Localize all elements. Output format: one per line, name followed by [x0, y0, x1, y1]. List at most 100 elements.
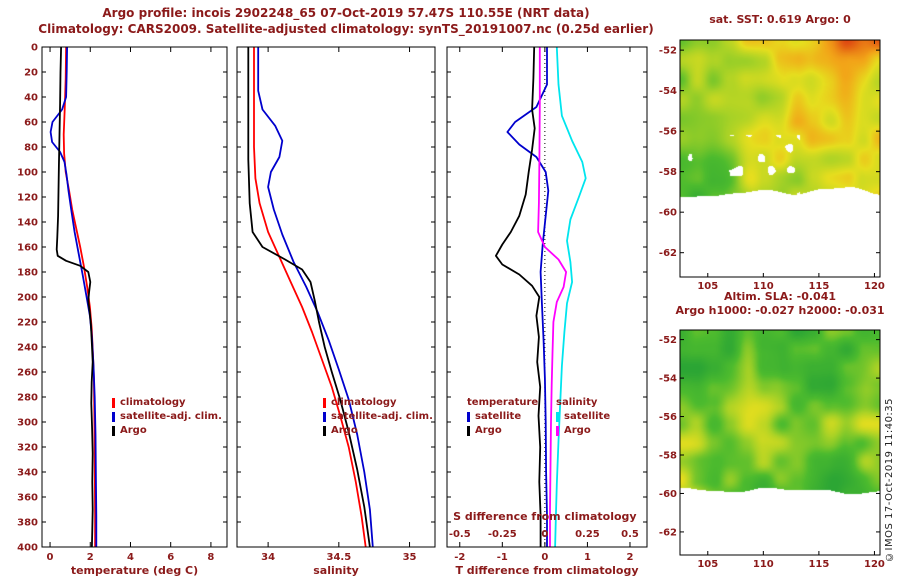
x-tick-label: 6 — [167, 552, 174, 563]
x-axis-label: salinity — [313, 564, 359, 577]
y-tick-label: 380 — [17, 518, 38, 529]
legend-label: Argo — [564, 425, 591, 436]
x-tick-label: 1 — [584, 552, 591, 563]
y-tick-label: 180 — [17, 268, 38, 279]
s-axis-tick-label: 0.5 — [621, 529, 639, 540]
y-tick-label: 400 — [17, 543, 38, 554]
legend-entry: satellite — [556, 410, 610, 424]
lon-tick-label: 105 — [697, 559, 718, 570]
legend-entry: Argo — [556, 424, 610, 438]
series-argo — [55, 46, 94, 548]
legend-entry: satellite-adj. clim. — [323, 410, 433, 424]
lon-tick-label: 120 — [864, 281, 885, 292]
x-tick-label: -1 — [497, 552, 508, 563]
y-tick-label: 340 — [17, 468, 38, 479]
plot-box — [446, 46, 648, 548]
legend-label: climatology — [331, 397, 397, 408]
lat-tick-label: -56 — [659, 412, 677, 423]
legend-marker — [323, 426, 326, 436]
lat-tick-label: -54 — [659, 86, 677, 97]
legend-label: Argo — [120, 425, 147, 436]
lon-tick-label: 120 — [864, 559, 885, 570]
lat-tick-label: -62 — [659, 527, 677, 538]
y-tick-label: 300 — [17, 418, 38, 429]
legend-label: satellite — [475, 411, 522, 422]
y-tick-label: 80 — [24, 143, 38, 154]
legend: climatology satellite-adj. clim. Argo — [323, 396, 433, 438]
salinity-panel: 34 34.5 35 salinity — [236, 46, 436, 577]
lat-tick-label: -60 — [659, 489, 677, 500]
lat-tick-label: -52 — [659, 46, 677, 57]
y-tick-label: 240 — [17, 343, 38, 354]
lat-tick-label: -52 — [659, 335, 677, 346]
series-argo — [247, 47, 371, 548]
lon-tick-label: 115 — [808, 281, 829, 292]
legend-label: Argo — [475, 425, 502, 436]
legend-marker — [112, 398, 115, 408]
x-tick-label: 8 — [207, 552, 214, 563]
lat-tick-label: -56 — [659, 127, 677, 138]
legend-marker — [467, 412, 470, 422]
legend-label: climatology — [120, 397, 186, 408]
series-salinity-argo — [537, 47, 567, 547]
legend-label: Argo — [331, 425, 358, 436]
figure-title-line2: Climatology: CARS2009. Satellite-adjuste… — [38, 22, 654, 36]
sst-map-canvas — [680, 40, 880, 277]
legend-label: satellite-adj. clim. — [120, 411, 222, 422]
series-temperature-argo — [494, 46, 542, 547]
legend-entry: climatology — [112, 396, 222, 410]
sla-map-title-line1: Altim. SLA: -0.041 — [723, 290, 837, 303]
sla-map-canvas — [680, 330, 880, 555]
sla_map-axes: 105 110 115 120 -52 -54 -56 -58 -60 -62 — [659, 329, 885, 570]
x-tick-label: 2 — [626, 552, 633, 563]
y-tick-label: 40 — [24, 93, 38, 104]
legend-entry: climatology — [323, 396, 433, 410]
y-tick-label: 140 — [17, 218, 38, 229]
map-box — [679, 39, 881, 278]
lon-tick-label: 115 — [808, 559, 829, 570]
legend-entry: satellite-adj. clim. — [112, 410, 222, 424]
y-tick-label: 260 — [17, 368, 38, 379]
legend-label: satellite-adj. clim. — [331, 411, 433, 422]
lon-tick-label: 105 — [697, 281, 718, 292]
tdiff-panel: -2 -1 0 1 2T difference from climatology S di… — [446, 46, 648, 577]
temperature-panel: 0 2 4 6 802040608010012014016018020022024026… — [17, 43, 228, 577]
series-climatology — [253, 47, 367, 548]
y-tick-label: 160 — [17, 243, 38, 254]
legend-entry: satellite — [467, 410, 538, 424]
y-tick-label: 20 — [24, 68, 38, 79]
figure-title-line1: Argo profile: incois 2902248_65 07-Oct-2… — [102, 6, 590, 20]
legend-marker — [112, 412, 115, 422]
lat-tick-label: -62 — [659, 248, 677, 259]
lat-tick-label: -54 — [659, 374, 677, 385]
x-tick-label: 35 — [403, 552, 417, 563]
y-tick-label: 0 — [31, 43, 38, 54]
series-satellite-adj-clim — [257, 47, 374, 548]
legend-entry: Argo — [323, 424, 433, 438]
series-satellite-adj-clim — [49, 46, 98, 547]
legend-marker — [556, 426, 559, 436]
legend-marker — [323, 398, 326, 408]
legend-entry: Argo — [112, 424, 222, 438]
x-tick-label: 34 — [261, 552, 275, 563]
y-tick-label: 120 — [17, 193, 38, 204]
y-tick-label: 360 — [17, 493, 38, 504]
legend: salinity satellite Argo — [556, 396, 610, 438]
sst-map-title: sat. SST: 0.619 Argo: 0 — [709, 13, 851, 26]
x-tick-label: 0 — [541, 552, 548, 563]
x-tick-label: 4 — [127, 552, 134, 563]
lon-tick-label: 110 — [753, 281, 774, 292]
y-tick-label: 220 — [17, 318, 38, 329]
legend-marker — [467, 426, 470, 436]
legend: climatology satellite-adj. clim. Argo — [112, 396, 222, 438]
lat-tick-label: -60 — [659, 208, 677, 219]
y-tick-label: 200 — [17, 293, 38, 304]
s-axis-tick-label: 0.25 — [575, 529, 600, 540]
legend-marker — [112, 426, 115, 436]
sla-map-title-line2: Argo h1000: -0.027 h2000: -0.031 — [675, 304, 885, 317]
y-tick-label: 100 — [17, 168, 38, 179]
lon-tick-label: 110 — [753, 559, 774, 570]
lat-tick-label: -58 — [659, 167, 677, 178]
map-box — [679, 329, 881, 556]
